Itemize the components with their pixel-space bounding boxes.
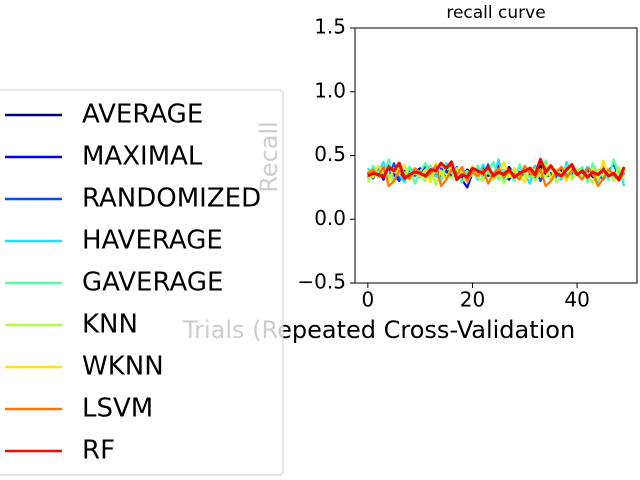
legend-label: RANDOMIZED: [82, 184, 261, 214]
y-tick-label: 1.0: [314, 78, 346, 102]
legend-label: RF: [82, 436, 115, 466]
plot-frame: [354, 27, 638, 284]
legend-label: LSVM: [82, 394, 153, 424]
x-tick-label: 40: [564, 288, 589, 312]
y-tick-label: 0.5: [314, 142, 346, 166]
line: [367, 157, 626, 182]
legend-label: HAVERAGE: [82, 226, 223, 256]
legend-label: GAVERAGE: [82, 268, 223, 298]
y-tick-label: 1.5: [314, 15, 346, 39]
x-tick-label: 0: [361, 288, 374, 312]
legend-label: AVERAGE: [82, 100, 203, 130]
chart-title: recall curve: [446, 3, 545, 23]
x-tick-label: 20: [460, 288, 485, 312]
y-tick-label: −0.5: [297, 270, 346, 294]
line: [367, 164, 626, 188]
legend-label: MAXIMAL: [82, 142, 203, 172]
legend-label: KNN: [82, 310, 138, 340]
y-tick-label: 0.0: [314, 206, 346, 230]
legend-label: WKNN: [82, 352, 164, 382]
legend-box: [0, 89, 284, 476]
